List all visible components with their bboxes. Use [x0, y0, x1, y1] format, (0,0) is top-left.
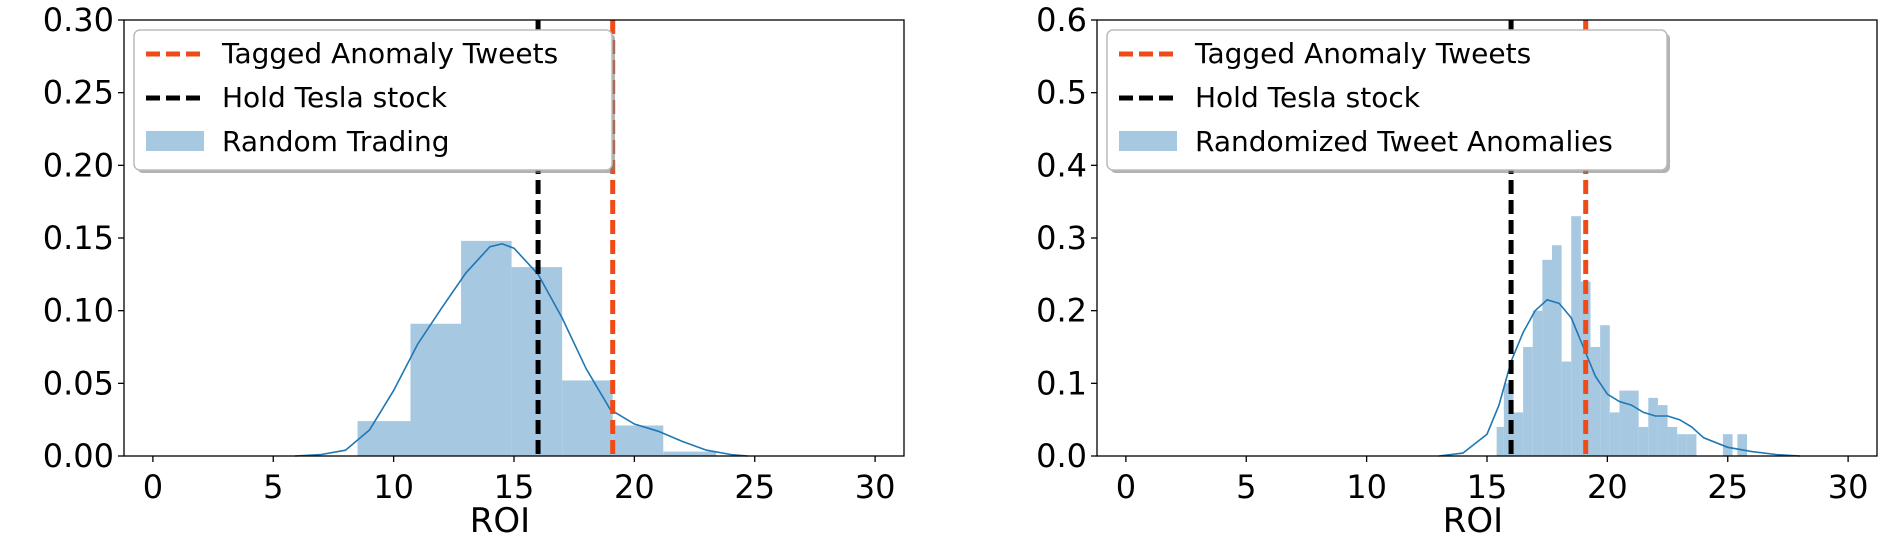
x-tick-label: 30 — [855, 468, 896, 506]
x-tick-label: 10 — [1346, 468, 1387, 506]
y-tick-label: 0.30 — [43, 1, 114, 39]
histogram-bar — [1542, 259, 1552, 456]
y-tick-label: 0.10 — [43, 292, 114, 330]
histogram-bar — [410, 323, 462, 456]
y-tick-label: 0.4 — [1036, 146, 1087, 184]
legend-box — [1106, 29, 1668, 171]
histogram-bar — [1523, 347, 1533, 456]
legend-swatch-hist — [146, 131, 204, 151]
histogram-bar — [663, 451, 717, 456]
histogram-bar — [1657, 405, 1668, 456]
histogram-bar — [1552, 245, 1562, 456]
histogram-bar — [562, 380, 613, 456]
histogram-bar — [1722, 434, 1733, 456]
x-tick-label: 10 — [373, 468, 414, 506]
x-tick-label: 20 — [614, 468, 655, 506]
y-axis: 0.00 0.05 0.10 0.15 0.20 0.25 0.30 — [43, 1, 124, 475]
x-tick-label: 5 — [263, 468, 283, 506]
legend-label: Hold Tesla stock — [1195, 81, 1421, 114]
y-tick-label: 0.3 — [1036, 219, 1087, 257]
legend-label: Randomized Tweet Anomalies — [1195, 125, 1613, 158]
histogram-bars — [357, 240, 717, 456]
histogram-bar — [1629, 390, 1639, 456]
histogram-bar — [1532, 310, 1543, 456]
histogram-bar — [1503, 383, 1514, 456]
histogram-bar — [1590, 347, 1601, 456]
x-axis-label: ROI — [470, 501, 530, 541]
histogram-bar — [1686, 434, 1697, 456]
legend-box — [133, 29, 613, 171]
legend-swatch-hist — [1119, 131, 1177, 151]
x-tick-label: 30 — [1828, 468, 1869, 506]
histogram-bar — [1638, 426, 1649, 456]
histogram-bar — [1561, 361, 1572, 456]
y-tick-label: 0.20 — [43, 146, 114, 184]
legend-label: Hold Tesla stock — [222, 81, 448, 114]
histogram-bar — [1609, 412, 1620, 456]
legend-label: Random Trading — [222, 125, 450, 158]
y-tick-label: 0.5 — [1036, 74, 1087, 112]
legend: Tagged Anomaly Tweets Hold Tesla stock Ran… — [1106, 29, 1670, 173]
histogram-bar — [1513, 412, 1524, 456]
y-tick-label: 0.6 — [1036, 1, 1087, 39]
legend-label: Tagged Anomaly Tweets — [1194, 37, 1531, 70]
histogram-bar — [461, 240, 512, 456]
x-axis: 0 5 10 15 20 25 30 — [1116, 456, 1869, 506]
x-tick-label: 5 — [1236, 468, 1256, 506]
y-tick-label: 0.25 — [43, 74, 114, 112]
histogram-bar — [1737, 434, 1747, 456]
kde-curve — [294, 242, 748, 457]
y-tick-label: 0.15 — [43, 219, 114, 257]
right-chart: 0 5 10 15 20 25 30 0.0 0.1 0.2 0.3 0.4 0.5 0.6 ROI Tagg… — [1036, 1, 1878, 541]
histogram-bar — [1667, 426, 1678, 456]
x-tick-label: 15 — [494, 468, 535, 506]
y-tick-label: 0.0 — [1036, 437, 1087, 475]
x-tick-label: 25 — [734, 468, 775, 506]
x-tick-label: 25 — [1707, 468, 1748, 506]
histogram-bar — [357, 421, 411, 456]
x-axis-label: ROI — [1443, 501, 1503, 541]
histogram-bar — [1619, 390, 1630, 456]
y-axis: 0.0 0.1 0.2 0.3 0.4 0.5 0.6 — [1036, 1, 1097, 475]
y-tick-label: 0.05 — [43, 364, 114, 402]
x-tick-label: 0 — [143, 468, 163, 506]
legend-label: Tagged Anomaly Tweets — [221, 37, 558, 70]
y-tick-label: 0.2 — [1036, 292, 1087, 330]
histogram-bar — [1648, 397, 1658, 456]
histogram-bar — [1571, 216, 1581, 456]
histogram-bars — [1496, 216, 1747, 456]
x-tick-label: 15 — [1467, 468, 1508, 506]
legend: Tagged Anomaly Tweets Hold Tesla stock Ran… — [133, 29, 615, 173]
y-tick-label: 0.1 — [1036, 364, 1087, 402]
x-tick-label: 20 — [1587, 468, 1628, 506]
histogram-bar — [1677, 434, 1687, 456]
histogram-bar — [1496, 426, 1504, 456]
y-tick-label: 0.00 — [43, 437, 114, 475]
x-axis: 0 5 10 15 20 25 30 — [143, 456, 896, 506]
left-chart: 0 5 10 15 20 25 30 0.00 0.05 0.10 0.15 0.20 0.25 0.30… — [43, 1, 905, 541]
x-tick-label: 0 — [1116, 468, 1136, 506]
